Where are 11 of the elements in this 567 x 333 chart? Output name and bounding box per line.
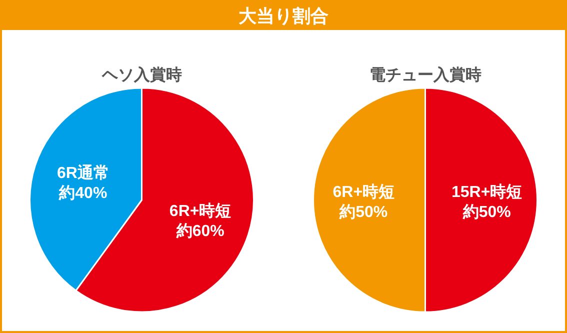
chart-title: 電チュー入賞時 <box>369 66 482 84</box>
chart-title: ヘソ入賞時 <box>100 66 182 84</box>
slice-label: 6R+時短 <box>169 202 232 220</box>
data-label: 約50% <box>462 203 511 221</box>
slice-label: 6R通常 <box>56 164 110 182</box>
text: 大当り割合 <box>238 6 328 26</box>
slice-label: 15R+時短 <box>452 183 522 201</box>
data-label: 約50% <box>338 203 388 221</box>
data-label: 約60% <box>175 222 224 240</box>
data-label: 約40% <box>58 184 108 202</box>
slice-label: 6R+時短 <box>332 183 395 201</box>
